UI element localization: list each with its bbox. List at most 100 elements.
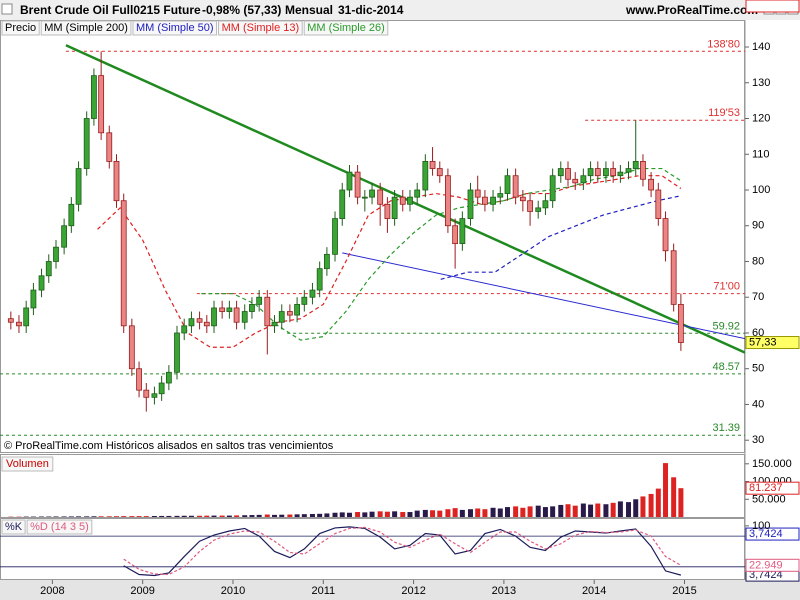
- volume-bar: [362, 512, 368, 517]
- volume-bar: [497, 508, 503, 517]
- volume-bar: [98, 516, 104, 517]
- candle-body: [174, 332, 180, 373]
- candle-body: [75, 168, 82, 205]
- x-tick-label: 2013: [492, 585, 516, 597]
- y-tick-label: 140: [752, 41, 770, 53]
- candle-body: [120, 200, 127, 327]
- volume-bar: [159, 515, 165, 517]
- volume-bar: [663, 463, 669, 517]
- volume-bar: [129, 516, 135, 517]
- volume-bar: [626, 502, 632, 517]
- candle-body: [332, 218, 338, 255]
- y-tick-label: 80: [752, 255, 764, 267]
- candle-body: [346, 171, 353, 191]
- y-tick-label: 130: [752, 77, 770, 89]
- date: 31-dic-2014: [338, 3, 404, 17]
- candle-body: [233, 307, 240, 323]
- volume-bar: [437, 510, 443, 517]
- volume-bar: [490, 507, 496, 517]
- candle-body: [98, 75, 105, 134]
- candle-body: [316, 268, 323, 291]
- price-plot: 138'80 119'53 71'00 59.92 48.57 31.39: [0, 38, 745, 436]
- window-icon[interactable]: [1, 3, 13, 15]
- y-tick-label: 50: [752, 363, 764, 375]
- candle-body: [203, 321, 210, 327]
- candle-body: [309, 289, 316, 298]
- volume-bar: [188, 515, 194, 517]
- volume-bar: [234, 515, 240, 517]
- candle-body: [23, 307, 30, 327]
- volume-bar: [610, 502, 616, 517]
- x-tick-label: 2008: [40, 585, 64, 597]
- candle-body: [30, 289, 37, 309]
- volume-bar: [106, 516, 112, 517]
- volume-bar: [558, 504, 564, 517]
- volume-bar: [422, 509, 428, 517]
- y-tick-label: 90: [752, 220, 764, 232]
- volume-bar: [264, 514, 270, 517]
- candle-body: [504, 175, 511, 194]
- volume-bar: [301, 514, 307, 517]
- y-tick-label: 100: [752, 520, 770, 532]
- volume-bar: [445, 509, 451, 517]
- candle-body: [68, 203, 75, 227]
- candle-body: [196, 318, 203, 323]
- volume-bar: [369, 511, 375, 517]
- y-tick-label: 50.000: [752, 493, 786, 505]
- x-axis-bar: [0, 580, 800, 600]
- candle-body: [436, 168, 443, 177]
- legend-entry: MM (Simple 50): [136, 22, 214, 34]
- value-tag-label: 22.949: [749, 559, 783, 571]
- value-tag-label: 57,33: [749, 337, 777, 349]
- legend-box: [1, 519, 26, 535]
- candle-body: [587, 168, 594, 177]
- volume-bar: [617, 501, 623, 517]
- volume-bar: [166, 515, 172, 517]
- candle-body: [271, 321, 278, 327]
- candle-body: [241, 311, 248, 323]
- volume-bar: [324, 513, 330, 517]
- volume-bar: [648, 493, 654, 517]
- candle-body: [7, 318, 14, 323]
- candle-body: [610, 168, 617, 177]
- candle-body: [219, 307, 226, 312]
- candle-body: [278, 311, 285, 323]
- candle-body: [445, 175, 451, 227]
- volume-bar: [430, 510, 436, 517]
- site: www.ProRealTime.com: [625, 3, 758, 17]
- volume-bar: [505, 507, 511, 517]
- series-line: [97, 175, 682, 348]
- legend-entry: MM (Simple 13): [222, 22, 300, 34]
- x-tick-label: 2009: [130, 585, 154, 597]
- volume-bar: [272, 514, 278, 517]
- volume-bar: [219, 515, 225, 517]
- value-tag-label: 3,7424: [749, 528, 783, 540]
- candle-body: [459, 218, 466, 245]
- candle-body: [339, 189, 346, 219]
- candle-body: [467, 189, 474, 219]
- panel-title: Volumen: [6, 458, 49, 470]
- candle-body: [53, 246, 59, 262]
- legend-box: [218, 20, 303, 36]
- volume-bar: [279, 514, 285, 517]
- legend-box: [303, 20, 389, 36]
- volume-bar: [565, 504, 571, 517]
- candle-body: [603, 168, 609, 177]
- y-tick-label: 60: [752, 327, 764, 339]
- volume-bar: [452, 508, 458, 517]
- stoch-plot: [0, 526, 745, 577]
- volume-bar: [655, 488, 661, 517]
- candle-body: [474, 189, 481, 198]
- y-tick-label: 150.000: [752, 458, 792, 470]
- legend-entry: MM (Simple 200): [44, 22, 128, 34]
- volume-bar: [678, 488, 684, 517]
- candle-body: [565, 168, 571, 180]
- value-tag: [745, 481, 800, 495]
- level-label: 31.39: [712, 422, 740, 434]
- level-label: 119'53: [708, 107, 740, 119]
- panel-title-box: [1, 456, 54, 472]
- y-tick-label: 30: [752, 434, 764, 446]
- candle-body: [91, 75, 97, 119]
- y-tick-label: 70: [752, 291, 764, 303]
- footer-note: © ProRealTime.com Históricos alisados en…: [4, 440, 334, 452]
